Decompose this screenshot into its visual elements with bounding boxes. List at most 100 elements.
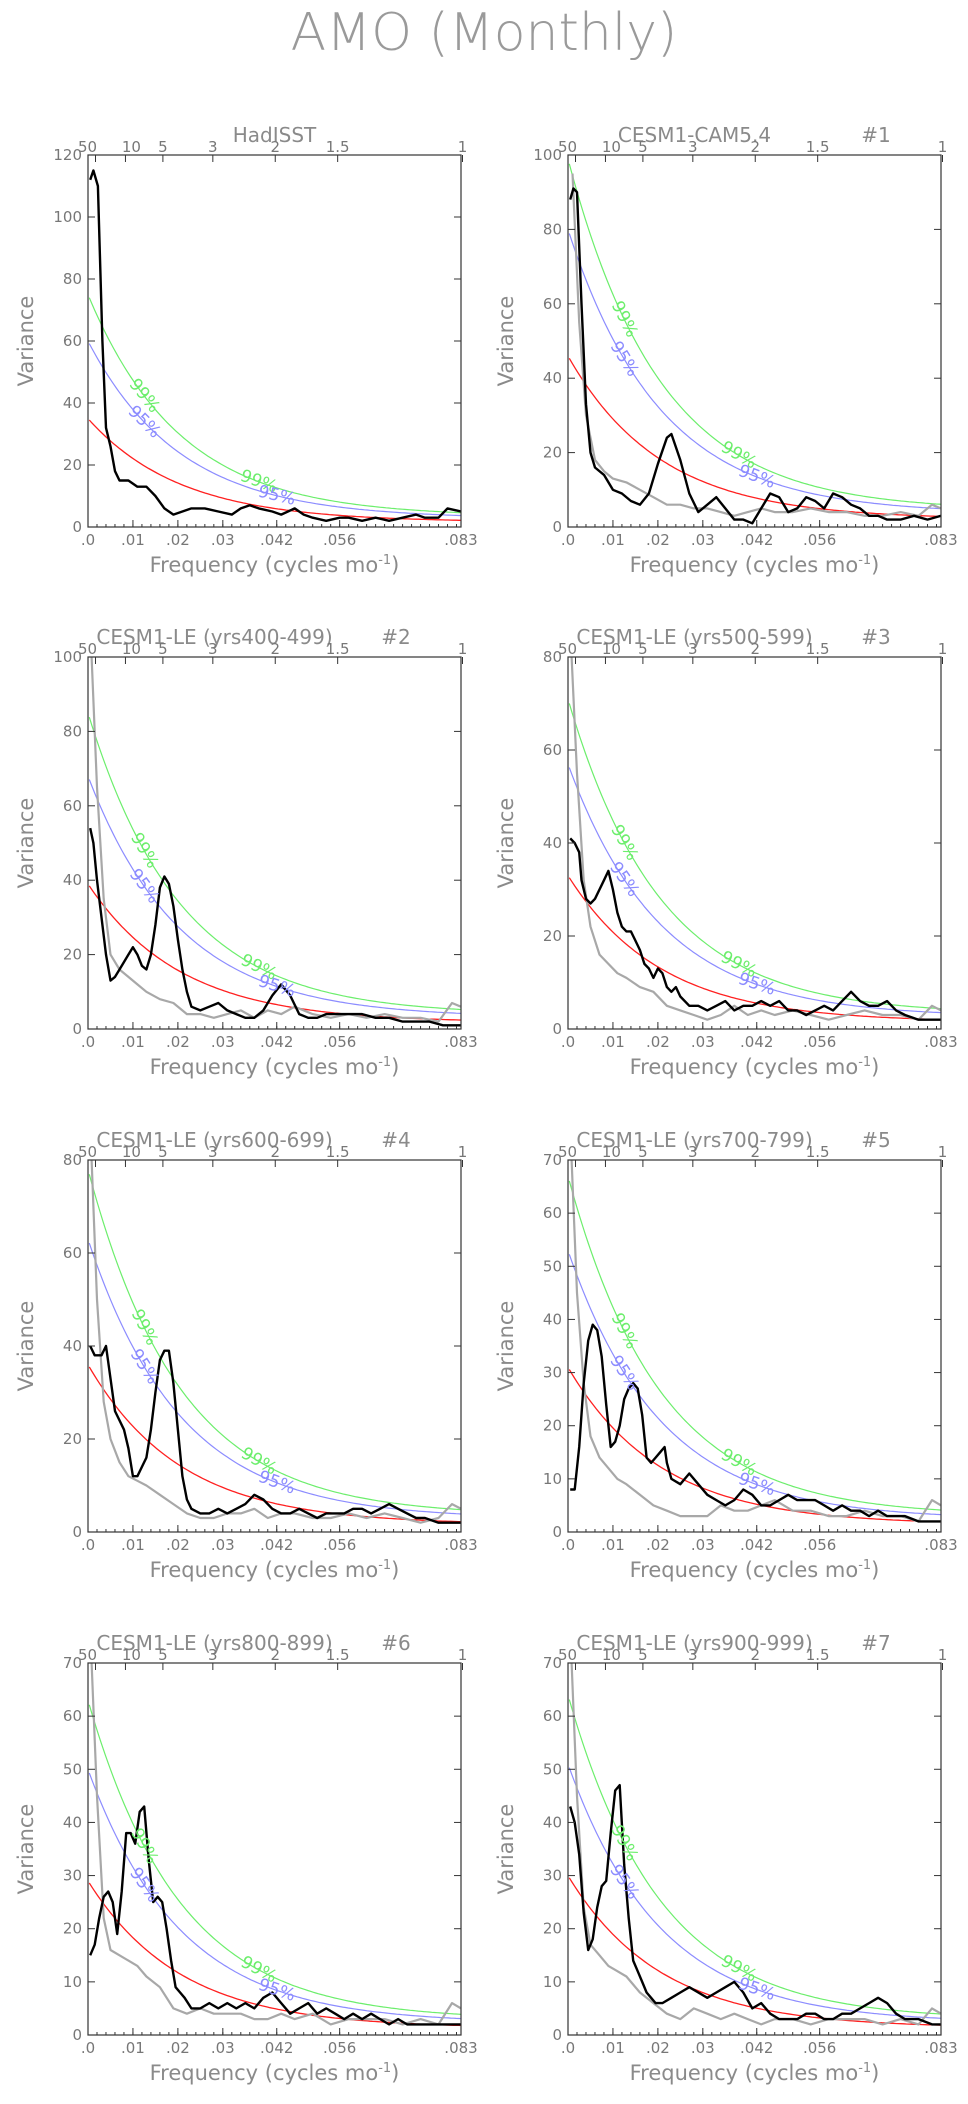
panel-series <box>88 1663 461 2027</box>
period-tick-label: 2 <box>270 1143 280 1161</box>
period-tick-label: 10 <box>602 138 621 156</box>
spectrum-line <box>569 1784 941 2026</box>
period-tick-label: 1 <box>458 640 468 658</box>
panel-tag: #3 <box>861 625 890 649</box>
ci99-line <box>88 1174 461 1511</box>
period-tick-label: 10 <box>122 1143 141 1161</box>
period-tick-label: 2 <box>750 1143 760 1161</box>
y-tick-label: 0 <box>552 1020 562 1038</box>
x-tick-label: .02 <box>166 1536 190 1554</box>
y-tick-label: 40 <box>543 1310 562 1328</box>
period-tick-label: 5 <box>638 640 648 658</box>
ci99-label: 99% <box>126 1825 162 1868</box>
y-tick-label: 30 <box>543 1364 562 1382</box>
y-tick-label: 20 <box>543 1417 562 1435</box>
ci95-label: 95% <box>736 461 778 493</box>
period-tick-label: 10 <box>602 1646 621 1664</box>
period-tick-label: 1.5 <box>806 1143 830 1161</box>
x-tick-label: .056 <box>323 1536 356 1554</box>
panel-6: CESM1-LE (yrs700-799) #599%95%99%95%.0.01… <box>494 1128 958 1582</box>
x-tick-label: .01 <box>121 1033 145 1051</box>
x-tick-label: .0 <box>81 1033 95 1051</box>
x-axis-label-text: Frequency (cycles mo <box>630 2061 859 2085</box>
reference-spectrum-line <box>570 1160 941 1523</box>
period-tick-label: 10 <box>122 640 141 658</box>
y-axis-label: Variance <box>494 1301 518 1392</box>
x-axis-label-close: ) <box>871 2061 879 2085</box>
x-tick-label: .083 <box>444 1033 477 1051</box>
panel-title: CESM1-LE (yrs800-899) <box>96 1631 332 1655</box>
period-tick-label: 3 <box>208 1646 218 1664</box>
period-tick-label: 1 <box>938 640 948 658</box>
x-axis-label: Frequency (cycles mo-1) <box>630 1558 880 1582</box>
period-tick-label: 50 <box>78 1646 97 1664</box>
x-axis-label-text: Frequency (cycles mo <box>150 2061 379 2085</box>
spectrum-line <box>89 169 461 522</box>
x-axis-label: Frequency (cycles mo-1) <box>150 1055 400 1079</box>
period-tick-label: 3 <box>688 640 698 658</box>
y-tick-label: 20 <box>543 927 562 945</box>
x-tick-label: .083 <box>924 1033 957 1051</box>
y-tick-label: 0 <box>72 2026 82 2044</box>
ci95-line <box>568 1767 941 2019</box>
plot-frame <box>567 1159 942 1533</box>
ci95-label: 95% <box>736 1469 778 1501</box>
x-tick-label: .0 <box>81 531 95 549</box>
period-tick-label: 10 <box>602 640 621 658</box>
x-axis-label: Frequency (cycles mo-1) <box>150 2061 400 2085</box>
y-axis-label: Variance <box>14 1804 38 1895</box>
y-tick-label: 0 <box>552 518 562 536</box>
y-axis-label: Variance <box>14 296 38 387</box>
period-tick-label: 1 <box>938 138 948 156</box>
x-axis-label-close: ) <box>871 1558 879 1582</box>
x-axis-label-close: ) <box>391 553 399 577</box>
period-tick-label: 1.5 <box>326 138 350 156</box>
x-axis-label-superscript: -1 <box>378 2061 391 2076</box>
panel-1: HadISST99%95%99%95%.0.01.02.03.042.056.0… <box>14 123 478 577</box>
red-noise-line <box>88 1366 461 1523</box>
period-tick-label: 3 <box>208 640 218 658</box>
period-tick-label: 10 <box>122 138 141 156</box>
x-tick-label: .042 <box>740 531 773 549</box>
y-tick-label: 60 <box>543 1204 562 1222</box>
y-tick-label: 40 <box>63 1337 82 1355</box>
panel-tag: #7 <box>861 1631 890 1655</box>
figure-title: AMO (Monthly) <box>291 3 678 63</box>
x-tick-label: .083 <box>924 531 957 549</box>
y-tick-label: 100 <box>53 648 82 666</box>
x-tick-label: .02 <box>646 2039 670 2057</box>
plot-frame <box>87 1662 462 2036</box>
y-tick-label: 30 <box>543 1867 562 1885</box>
y-tick-label: 60 <box>543 741 562 759</box>
x-tick-label: .01 <box>601 531 625 549</box>
reference-spectrum-line <box>90 1160 461 1524</box>
spectrum-line <box>89 1344 461 1524</box>
red-noise-line <box>568 1369 941 1523</box>
y-tick-label: 60 <box>63 332 82 350</box>
period-tick-label: 5 <box>638 138 648 156</box>
period-tick-label: 1.5 <box>326 640 350 658</box>
x-axis-label-text: Frequency (cycles mo <box>630 1558 859 1582</box>
x-axis-label-close: ) <box>391 2061 399 2085</box>
ci95-line <box>568 767 941 1014</box>
ci95-label: 95% <box>256 971 298 1002</box>
y-tick-label: 10 <box>543 1470 562 1488</box>
x-tick-label: .0 <box>561 1536 575 1554</box>
y-tick-label: 20 <box>543 1920 562 1938</box>
x-tick-label: .083 <box>924 1536 957 1554</box>
ci99-label: 99% <box>127 1306 162 1349</box>
y-tick-label: 120 <box>53 146 82 164</box>
y-tick-label: 0 <box>72 1523 82 1541</box>
period-tick-label: 5 <box>158 138 168 156</box>
panel-title: CESM1-LE (yrs700-799) <box>576 1128 812 1152</box>
ci99-line <box>88 297 461 514</box>
y-tick-label: 80 <box>543 648 562 666</box>
y-tick-label: 30 <box>63 1867 82 1885</box>
red-noise-line <box>88 1882 461 2027</box>
period-tick-label: 1 <box>458 1143 468 1161</box>
period-tick-label: 3 <box>688 1646 698 1664</box>
x-axis-label: Frequency (cycles mo-1) <box>630 1055 880 1079</box>
x-tick-label: .0 <box>561 531 575 549</box>
ci99-label: 99% <box>607 298 642 341</box>
y-tick-label: 40 <box>543 1813 562 1831</box>
